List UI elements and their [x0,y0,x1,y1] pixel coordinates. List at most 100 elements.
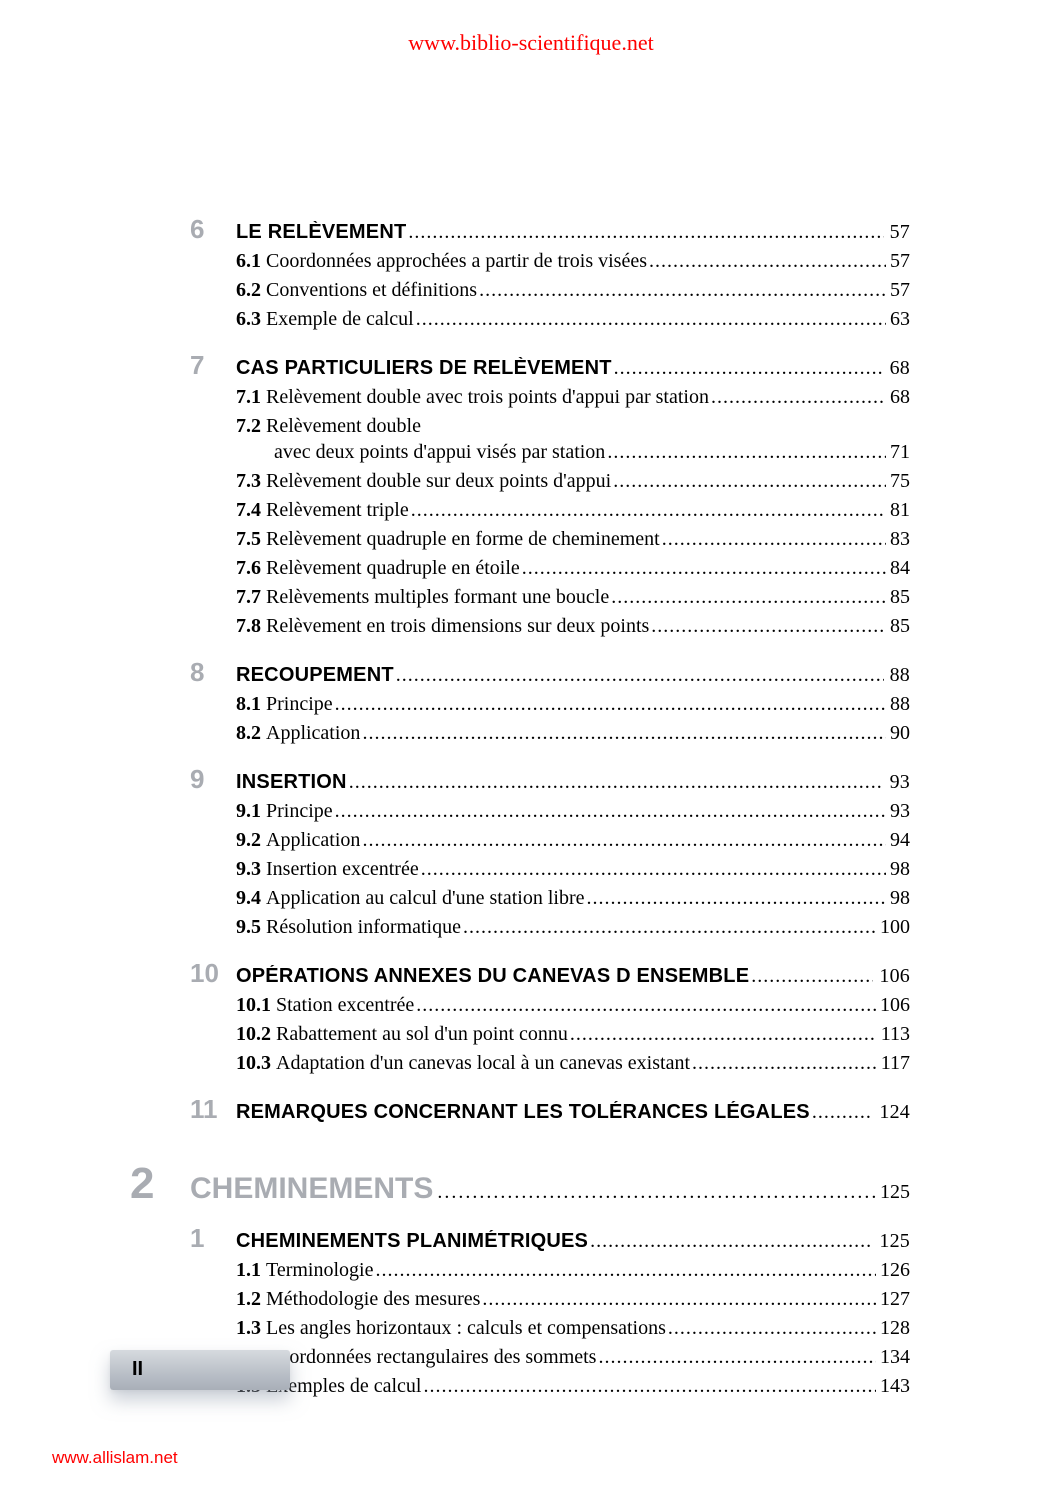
toc-entry-9-2: 9.2 Application 94 [236,827,910,853]
entry-page: 126 [880,1257,910,1283]
entry-page: 88 [890,691,910,717]
toc-entry-7-2-cont: avec deux points d'appui visés par stati… [274,439,910,465]
entry-text: Station excentrée [276,994,414,1016]
entry-page: 71 [890,439,910,465]
leader-dots [668,1315,876,1341]
entry-text: Les angles horizontaux : calculs et comp… [266,1317,666,1339]
entry-page: 57 [890,248,910,274]
entry-number: 10.2 [236,1023,271,1045]
section-title: REMARQUES CONCERNANT LES TOLÉRANCES LÉGA… [236,1101,810,1124]
entry-text-cont: avec deux points d'appui visés par stati… [274,439,605,465]
entry-page: 100 [880,914,910,940]
entry-number: 6.3 [236,308,261,330]
entry-page: 128 [880,1315,910,1341]
toc-entry-7-7: 7.7 Relèvements multiples formant une bo… [236,584,910,610]
leader-dots [424,1373,877,1399]
section-number: 7 [190,350,236,381]
leader-dots [416,992,876,1018]
toc-section-8: 8 RECOUPEMENT 88 [190,657,910,688]
leader-dots [463,914,876,940]
section-number: 8 [190,657,236,688]
entry-text: Terminologie [266,1259,373,1281]
entry-number: 10.1 [236,994,271,1016]
entry-text: Relèvement en trois dimensions sur deux … [266,615,649,637]
entry-page: 98 [890,885,910,911]
leader-dots [614,357,884,380]
toc-section-11: 11 REMARQUES CONCERNANT LES TOLÉRANCES L… [190,1094,910,1125]
leader-dots [751,965,873,988]
chapter-title: CHEMINEMENTS [190,1172,433,1206]
leader-dots [396,664,884,687]
section-title: LE RELÈVEMENT [236,221,406,244]
entry-text: Insertion excentrée [266,858,419,880]
entry-number: 7.4 [236,499,261,521]
entry-page: 98 [890,856,910,882]
entry-number: 7.7 [236,586,261,608]
entry-number: 10.3 [236,1052,271,1074]
entry-text: Relèvement double sur deux points d'appu… [266,470,611,492]
toc-chapter-2: 2 CHEMINEMENTS 125 [190,1159,910,1209]
footer-link[interactable]: www.allislam.net [52,1448,178,1468]
page: www.biblio-scientifique.net 6 LE RELÈVEM… [0,0,1062,1506]
toc-entry-7-8: 7.8 Relèvement en trois dimensions sur d… [236,613,910,639]
section-page: 93 [890,771,910,794]
toc-entry-ch2-1-3: 1.3 Les angles horizontaux : calculs et … [236,1315,910,1341]
leader-dots [611,584,886,610]
entry-number: 7.1 [236,386,261,408]
entry-text: Rabattement au sol d'un point connu [276,1023,568,1045]
entry-page: 57 [890,277,910,303]
toc-entry-6-1: 6.1 Coordonnées approchées a partir de t… [236,248,910,274]
toc-entry-6-3: 6.3 Exemple de calcul 63 [236,306,910,332]
toc-entry-10-3: 10.3 Adaptation d'un canevas local à un … [236,1050,910,1076]
header-link[interactable]: www.biblio-scientifique.net [0,30,1062,56]
section-number: 11 [190,1094,236,1125]
toc-section-10: 10 OPÉRATIONS ANNEXES DU CANEVAS D ENSEM… [190,958,910,989]
leader-dots [711,384,886,410]
section-page: 124 [879,1101,910,1124]
entry-text: Résolution informatique [266,916,461,938]
page-number: II [132,1358,143,1381]
leader-dots [416,306,886,332]
leader-dots [812,1101,874,1124]
section-page: 68 [890,357,910,380]
leader-dots [362,827,886,853]
toc-entry-10-2: 10.2 Rabattement au sol d'un point connu… [236,1021,910,1047]
entry-page: 63 [890,306,910,332]
leader-dots [607,439,886,465]
entry-number: 1.3 [236,1317,261,1339]
entry-page: 93 [890,798,910,824]
entry-page: 83 [890,526,910,552]
leader-dots [411,497,886,523]
leader-dots [651,613,886,639]
section-number: 10 [190,958,236,989]
toc-section-9: 9 INSERTION 93 [190,764,910,795]
toc-entry-9-1: 9.1 Principe 93 [236,798,910,824]
entry-page: 127 [880,1286,910,1312]
toc-entry-ch2-1-5: 1.5 Exemples de calcul 143 [236,1373,910,1399]
toc-entry-10-1: 10.1 Station excentrée 106 [236,992,910,1018]
entry-page: 106 [880,992,910,1018]
toc-entry-7-1: 7.1 Relèvement double avec trois points … [236,384,910,410]
toc-entry-7-2: 7.2 Relèvement double [236,413,910,439]
entry-text: Conventions et définitions [266,279,477,301]
leader-dots [437,1181,876,1204]
section-page: 106 [879,965,910,988]
chapter-page: 125 [880,1181,910,1204]
entry-text: Relèvement quadruple en étoile [266,557,520,579]
section-number: 1 [190,1223,236,1254]
leader-dots [590,1230,873,1253]
entry-text: Exemple de calcul [266,308,414,330]
toc-entry-7-3: 7.3 Relèvement double sur deux points d'… [236,468,910,494]
entry-text: Coordonnées approchées a partir de trois… [266,250,647,272]
entry-page: 68 [890,384,910,410]
leader-dots [335,798,886,824]
leader-dots [482,1286,876,1312]
toc-section-6: 6 LE RELÈVEMENT 57 [190,214,910,245]
entry-text: Application au calcul d'une station libr… [266,887,585,909]
leader-dots [408,221,883,244]
chapter-number: 2 [130,1159,190,1209]
entry-page: 85 [890,613,910,639]
entry-text: Relèvement double [266,415,421,437]
section-page: 88 [890,664,910,687]
toc-entry-7-5: 7.5 Relèvement quadruple en forme de che… [236,526,910,552]
